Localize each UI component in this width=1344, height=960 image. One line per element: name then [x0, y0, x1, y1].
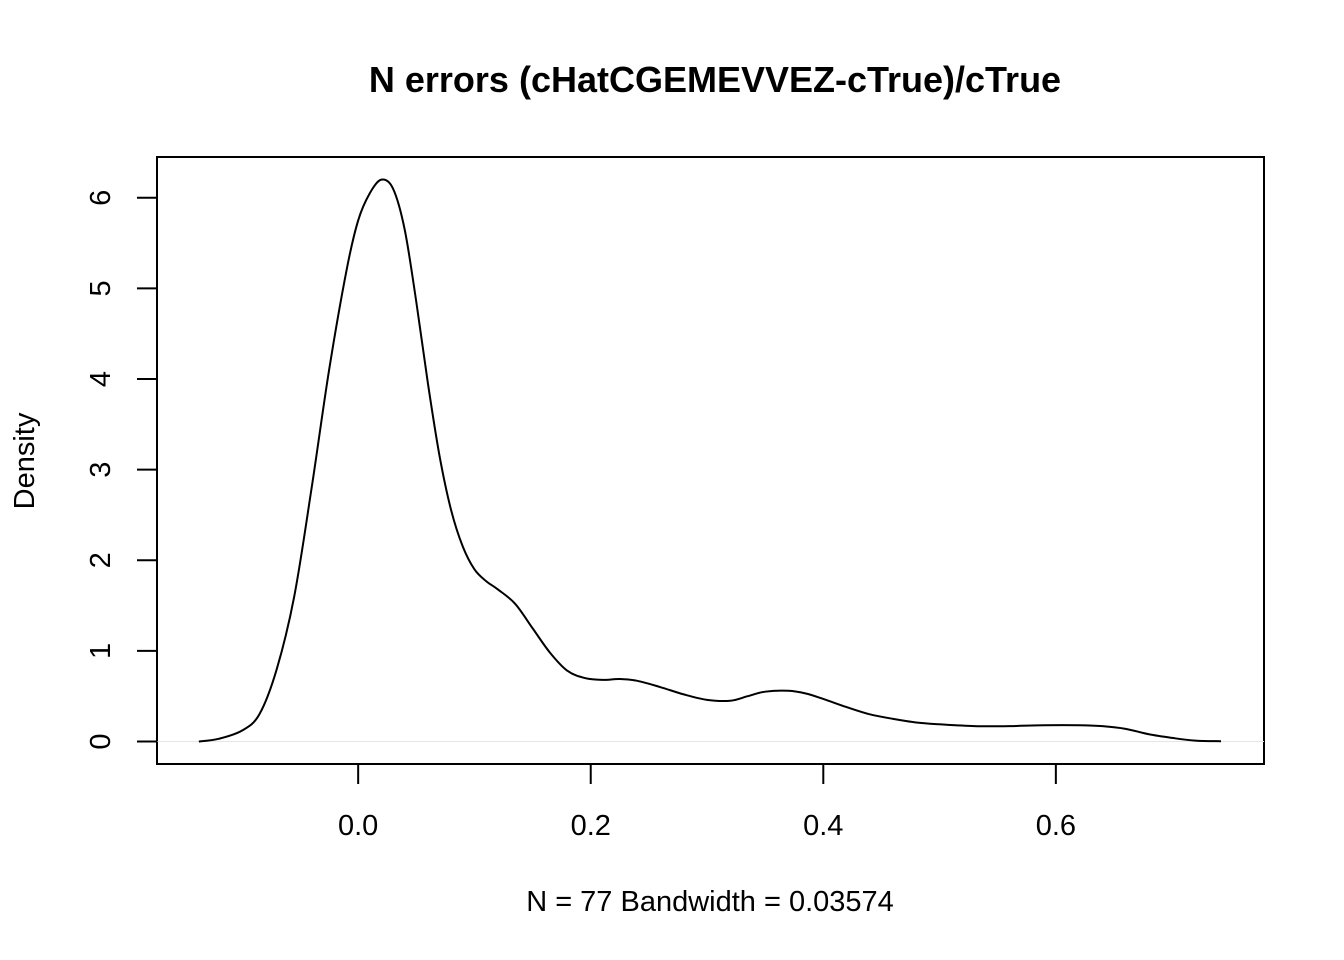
y-tick-label: 1: [85, 643, 117, 659]
y-tick-label: 3: [85, 462, 117, 478]
x-tick-label: 0.4: [803, 810, 843, 842]
x-axis-label: N = 77 Bandwidth = 0.03574: [526, 886, 894, 918]
y-tick-label: 2: [85, 552, 117, 568]
y-tick-label: 0: [85, 733, 117, 749]
y-axis: 0 1 2 3 4 5 6: [85, 190, 158, 750]
density-curve: [198, 178, 1222, 743]
x-tick-label: 0.6: [1036, 810, 1076, 842]
y-tick-label: 5: [85, 280, 117, 296]
plot-frame: [156, 156, 1265, 765]
y-tick-label: 4: [85, 371, 117, 387]
y-axis-label: Density: [9, 412, 41, 509]
x-tick-label: 0.0: [338, 810, 378, 842]
x-tick-label: 0.2: [571, 810, 611, 842]
chart-title: N errors (cHatCGEMEVVEZ-cTrue)/cTrue: [369, 59, 1061, 100]
y-tick-label: 6: [85, 190, 117, 206]
x-axis: 0.0 0.2 0.4 0.6: [338, 763, 1076, 842]
